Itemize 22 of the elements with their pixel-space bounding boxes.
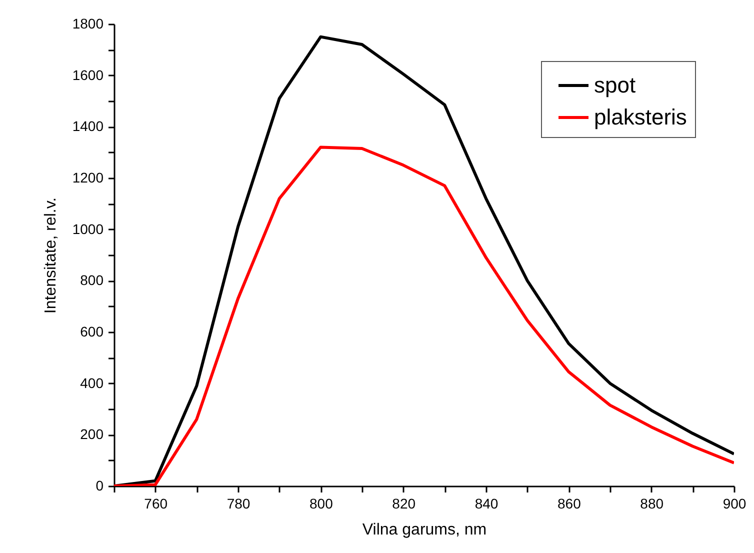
y-tick-label: 0 (96, 478, 104, 494)
x-tick-label: 860 (557, 496, 582, 512)
y-tick-label: 1600 (72, 66, 104, 83)
legend-label: plaksteris (594, 104, 687, 130)
y-tick-label: 1400 (72, 118, 104, 134)
x-axis-title: Vilna garums, nm (362, 522, 487, 538)
x-tick-label: 840 (474, 496, 498, 512)
y-axis-title: Intensitate, rel.v. (42, 197, 60, 314)
x-tick-label: 760 (144, 496, 168, 512)
y-tick-label: 1000 (72, 220, 104, 237)
x-tick-label: 820 (392, 496, 416, 512)
y-tick-label: 400 (80, 374, 104, 391)
x-tick-label: 880 (640, 496, 664, 512)
y-tick-label: 1800 (72, 16, 104, 32)
legend-label: spot (594, 72, 636, 98)
y-tick-label: 800 (80, 272, 104, 288)
y-tick-label: 1200 (72, 170, 104, 186)
x-tick-label: 800 (309, 496, 334, 512)
x-tick-label: 900 (722, 496, 746, 512)
x-tick-label: 780 (226, 496, 250, 512)
y-tick-label: 600 (80, 324, 104, 340)
y-tick-label: 200 (80, 426, 104, 442)
